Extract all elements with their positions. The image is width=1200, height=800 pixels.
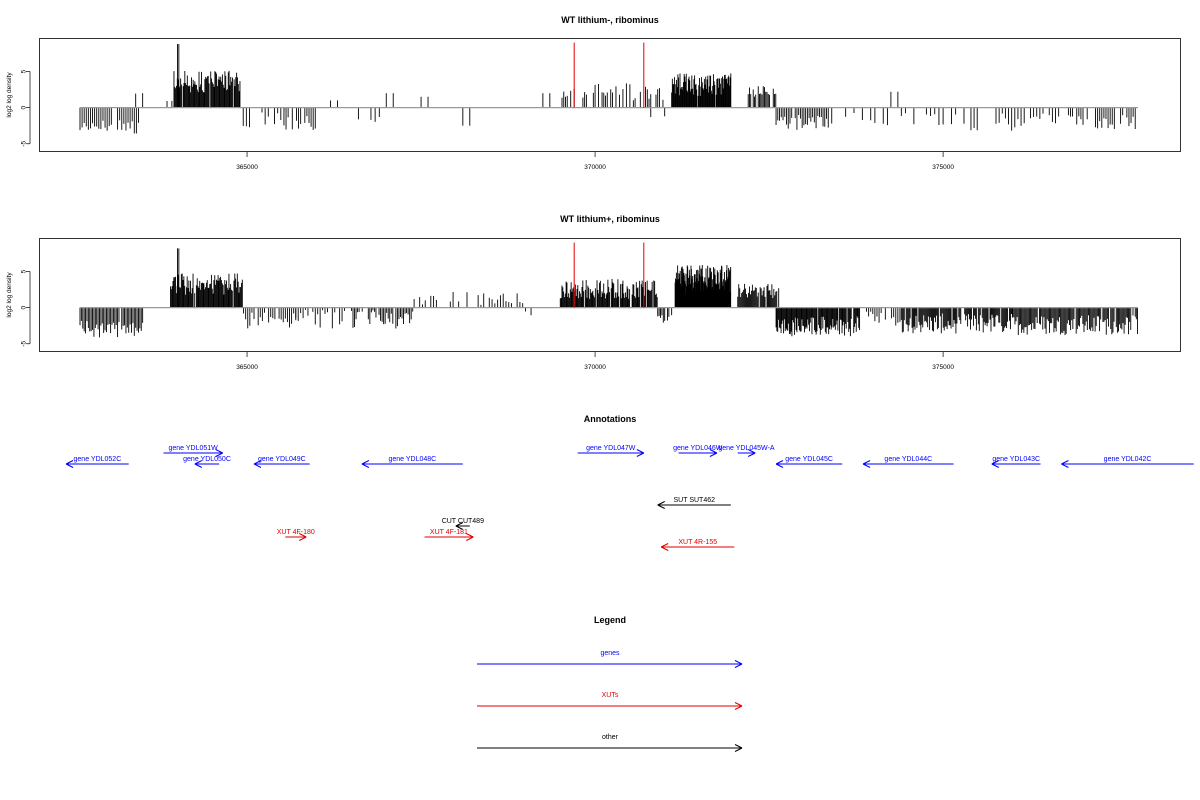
feature-arrow-head [455, 522, 464, 527]
y-tick-label: 5 [21, 269, 28, 273]
feature-arrow-head [709, 452, 718, 457]
x-tick-label: 365000 [236, 364, 258, 371]
feature-arrow-head [657, 501, 665, 506]
feature-arrow-head [194, 463, 203, 468]
feature-arrow-head [194, 460, 203, 465]
track-panel-lithium-minus: WT lithium-, ribominus log2 log density … [6, 15, 1181, 171]
y-tick-label: 0 [21, 305, 28, 309]
annotation-features: gene YDL052C gene YDL051W gene YDL050C gene… [65, 445, 1194, 551]
legend-label: XUTs [602, 692, 619, 699]
feature-label: gene YDL046W [673, 445, 723, 452]
axes: -5 0 5 365000 370000 375000 [21, 269, 955, 371]
density-bars [79, 242, 1138, 338]
feature-arrow-head [775, 460, 784, 465]
legend-title: Legend [594, 615, 626, 625]
legend-arrow-head [734, 747, 743, 752]
feature-label: SUT SUT462 [674, 497, 716, 504]
plot-frame [39, 38, 1181, 152]
feature-arrow-head [215, 449, 223, 454]
legend-items: genes XUTs other [477, 650, 743, 752]
feature-arrow-head [65, 460, 74, 465]
x-tick-label: 370000 [584, 364, 606, 371]
feature-label: gene YDL047W [586, 445, 636, 452]
legend-arrow-head [734, 660, 743, 665]
feature-label: gene YDL042C [1104, 456, 1152, 463]
legend-arrow-head [734, 705, 743, 710]
feature-arrow-head [361, 460, 370, 465]
feature-arrow-head [991, 460, 1000, 465]
feature-label: CUT CUT489 [442, 518, 484, 525]
feature-arrow-head [1061, 463, 1069, 468]
legend-label: other [602, 734, 619, 741]
feature-arrow-head [862, 463, 871, 468]
track-panel-lithium-plus: WT lithium+, ribominus log2 log density … [6, 214, 1181, 371]
feature-arrow-head [657, 504, 665, 509]
feature-arrow-head [636, 452, 645, 457]
y-tick-label: 5 [21, 69, 28, 73]
legend-arrow-head [734, 663, 743, 668]
feature-label: XUT 4F-181 [430, 529, 468, 536]
legend-arrow-head [734, 744, 743, 749]
density-bars [79, 42, 1138, 134]
feature-label: gene YDL051W [168, 445, 218, 452]
feature-arrow-head [1061, 460, 1069, 465]
feature-arrow-head [775, 463, 784, 468]
feature-arrow-head [636, 449, 645, 454]
x-tick-label: 365000 [236, 164, 258, 171]
feature-label: gene YDL045C [785, 456, 833, 463]
x-tick-label: 375000 [932, 364, 954, 371]
feature-label: XUT 4R-155 [678, 539, 717, 546]
y-tick-label: -5 [21, 141, 28, 147]
panel-title: WT lithium-, ribominus [561, 15, 659, 25]
legend-label: genes [600, 650, 620, 657]
feature-arrow-head [253, 463, 262, 468]
feature-arrow-head [298, 533, 307, 538]
feature-arrow-head [253, 460, 262, 465]
axes: -5 0 5 365000 370000 375000 [21, 69, 955, 171]
legend-arrow-head [734, 702, 743, 707]
feature-arrow-head [65, 463, 74, 468]
legend-panel: Legend genes XUTs other [477, 615, 743, 752]
feature-arrow-head [361, 463, 370, 468]
feature-label: gene YDL052C [74, 456, 122, 463]
feature-arrow-head [991, 463, 1000, 468]
y-tick-label: 0 [21, 105, 28, 109]
annotations-title: Annotations [584, 414, 637, 424]
y-axis-label: log2 log density [6, 72, 13, 118]
feature-label: gene YDL049C [258, 456, 306, 463]
feature-label: gene YDL044C [884, 456, 932, 463]
y-tick-label: -5 [21, 341, 28, 347]
feature-arrow-head [747, 449, 756, 454]
y-axis-label: log2 log density [6, 272, 13, 318]
x-tick-label: 375000 [932, 164, 954, 171]
x-tick-label: 370000 [584, 164, 606, 171]
feature-arrow-head [298, 536, 307, 541]
feature-arrow-head [747, 452, 756, 457]
feature-arrow-head [862, 460, 871, 465]
feature-arrow-head [455, 525, 464, 530]
feature-label: gene YDL045W-A [718, 445, 774, 452]
feature-arrow-head [660, 546, 669, 551]
plot-frame [39, 238, 1181, 352]
feature-label: gene YDL043C [992, 456, 1040, 463]
feature-arrow-head [660, 543, 669, 548]
feature-label: gene YDL050C [183, 456, 231, 463]
feature-arrow-head [709, 449, 718, 454]
panel-title: WT lithium+, ribominus [560, 214, 660, 224]
feature-label: XUT 4F-180 [277, 529, 315, 536]
feature-arrow-head [466, 533, 474, 538]
feature-arrow-head [215, 452, 223, 457]
feature-label: gene YDL048C [388, 456, 436, 463]
feature-arrow-head [466, 536, 474, 541]
